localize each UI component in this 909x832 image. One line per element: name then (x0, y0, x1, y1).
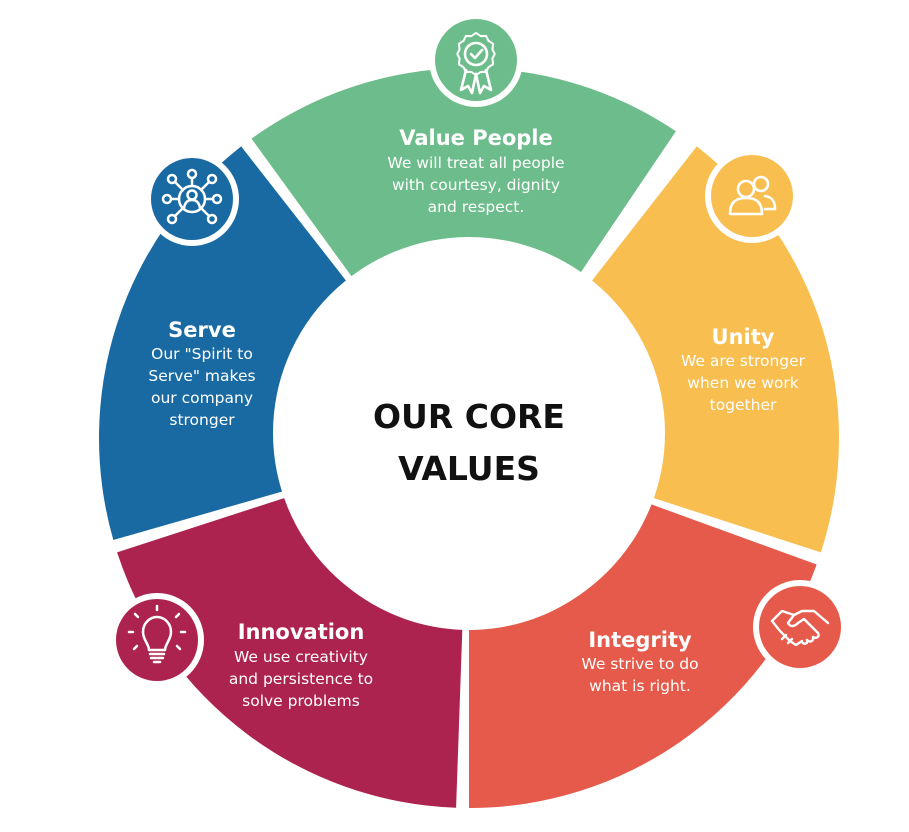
serve-desc-line3: our company (151, 389, 253, 407)
segment-value-people (251, 67, 676, 283)
innovation-desc-line3: solve problems (242, 692, 360, 710)
handshake-icon (753, 580, 847, 674)
segment-unity (587, 146, 839, 553)
unity-title: Unity (712, 325, 775, 349)
serve-desc-line1: Our "Spirit to (151, 345, 253, 363)
ribbon-award-icon (429, 13, 523, 107)
segment-innovation (117, 497, 463, 808)
innovation-desc-line2: and persistence to (229, 670, 373, 688)
segment-serve (99, 146, 351, 540)
innovation-desc-line1: We use creativity (234, 648, 368, 666)
users-group-icon (705, 149, 799, 243)
value-people-desc-line1: We will treat all people (387, 154, 564, 172)
unity-desc-line1: We are stronger (681, 352, 806, 370)
center-title-line1: OUR CORE (373, 397, 565, 436)
integrity-desc-line1: We strive to do (581, 655, 698, 673)
unity-desc-line3: together (710, 396, 777, 414)
integrity-title: Integrity (588, 628, 692, 652)
serve-title: Serve (168, 318, 236, 342)
segment-integrity (469, 503, 817, 808)
value-people-desc-line3: and respect. (428, 198, 525, 216)
serve-desc-line2: Serve" makes (148, 367, 255, 385)
unity-desc-line2: when we work (687, 374, 798, 392)
innovation-title: Innovation (238, 620, 365, 644)
integrity-desc-line2: what is right. (589, 677, 691, 695)
serve-desc-line4: stronger (169, 411, 235, 429)
network-person-icon (145, 152, 239, 246)
value-people-title: Value People (399, 126, 553, 150)
value-people-desc-line2: with courtesy, dignity (392, 176, 560, 194)
lightbulb-icon (110, 593, 204, 687)
center-circle (273, 237, 665, 629)
center-title-line2: VALUES (398, 449, 540, 488)
